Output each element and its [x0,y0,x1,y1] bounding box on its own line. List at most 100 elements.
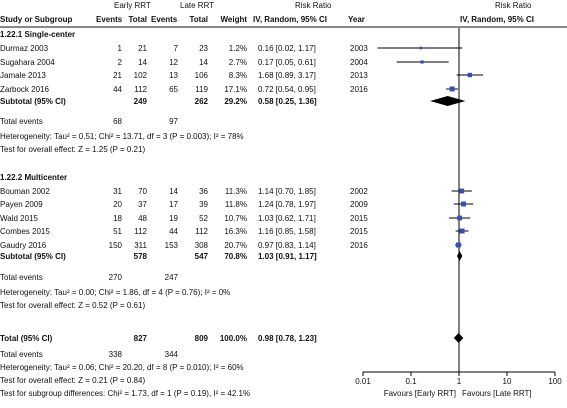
total-early: 14 [138,58,147,67]
weight-value: 16.3% [224,227,247,236]
summary-label: Subtotal (95% CI) [0,252,66,261]
events-early: 51 [113,227,122,236]
total-events-early: 68 [113,117,122,126]
study-year: 2002 [350,187,368,196]
study-name: Payen 2009 [0,200,43,209]
study-year: 2009 [350,200,368,209]
study-year: 2004 [350,58,368,67]
study-marker [459,228,465,234]
total-events-label: Total events [0,350,43,359]
header-events-late: Events [151,15,178,24]
header-method-right: IV, Random, 95% CI [460,15,534,24]
summary-diamond [457,251,463,261]
heterogeneity-text: Heterogeneity: Tau² = 0.51; Chi² = 13.71… [0,132,244,141]
total-events-early: 338 [109,350,123,359]
risk-ratio-ci: 0.16 [0.02, 1.17] [258,44,316,53]
total-late: 36 [199,187,208,196]
events-late: 65 [169,85,178,94]
events-early: 31 [113,187,122,196]
header-events-early: Events [96,15,123,24]
risk-ratio-ci: 1.68 [0.89, 3.17] [258,71,316,80]
study-marker [467,72,473,78]
total-late: 112 [195,227,208,236]
events-early: 2 [118,58,123,67]
total-events-late: 344 [165,350,179,359]
study-marker [457,215,463,221]
study-marker [461,201,466,207]
events-early: 20 [113,200,122,209]
summary-total-early: 827 [134,334,148,343]
axis-tick-label: 1 [457,377,462,386]
study-year: 2015 [350,227,368,236]
risk-ratio-ci: 1.03 [0.62, 1.71] [258,214,316,223]
subgroup-differences-text: Test for subgroup differences: Chi² = 1.… [0,389,250,398]
weight-value: 1.2% [229,44,247,53]
study-year: 2015 [350,214,368,223]
risk-ratio-ci: 1.16 [0.85, 1.58] [258,227,316,236]
table-rows: 1.22.1 Single-center Durmaz 2003 1 2 1 7 23 1.2… [0,30,368,398]
total-early: 112 [134,227,147,236]
study-year: 2003 [350,44,368,53]
risk-ratio-ci: 1.14 [0.70, 1.85] [258,187,316,196]
events-late: 17 [169,200,178,209]
total-early: 21 [138,44,147,53]
events-late: 14 [169,187,178,196]
events-early: 21 [113,71,122,80]
total-late: 119 [195,85,208,94]
total-late: 52 [199,214,208,223]
total-events-late: 247 [165,273,179,282]
study-name: Wald 2015 [0,214,39,223]
study-marker [449,86,455,92]
total-late: 14 [199,58,208,67]
study-year: 2016 [350,241,368,250]
events-late: 12 [169,58,178,67]
summary-ci: 1.03 [0.91, 1.17] [258,252,317,261]
axis-tick-label: 0.1 [405,377,417,386]
header-risk-ratio-left: Risk Ratio [295,1,332,10]
summary-diamond [430,96,466,106]
study-name: Zarbock 2016 [0,85,49,94]
weight-value: 20.7% [224,241,247,250]
axis-tick-label: 100 [548,377,562,386]
summary-total-late: 547 [195,252,209,261]
risk-ratio-ci: 0.17 [0.05, 0.61] [258,58,316,67]
header-total-early: Total [128,15,147,24]
total-late: 23 [199,44,208,53]
total-early: 102 [134,71,148,80]
study-name: Durmaz 2003 [0,44,49,53]
events-late: 44 [169,227,178,236]
weight-value: 2.7% [229,58,247,67]
weight-value: 17.1% [224,85,247,94]
risk-ratio-ci: 0.72 [0.54, 0.95] [258,85,316,94]
weight-value: 8.3% [229,71,247,80]
x-axis: 0.01 0.1 1 10 100 Favours [Early RRT] Favours … [355,28,562,398]
study-name: Jamale 2013 [0,71,46,80]
study-year: 2016 [350,85,368,94]
subgroup-label: 1.22.1 Single-center [0,30,75,39]
events-early: 18 [113,214,122,223]
summary-ci: 0.58 [0.25, 1.36] [258,97,317,106]
plot-marks [377,46,484,343]
subgroup-label: 1.22.2 Multicenter [0,173,67,182]
overall-effect-text: Test for overall effect: Z = 0.52 (P = 0… [0,301,145,310]
study-marker [459,188,465,194]
total-late: 106 [195,71,209,80]
study-name: Combes 2015 [0,227,50,236]
total-early: 311 [134,241,147,250]
total-events-label: Total events [0,117,43,126]
heterogeneity-text: Heterogeneity: Tau² = 0.06; Chi² = 20.20… [0,363,244,372]
events-early: 44 [113,85,122,94]
overall-effect-text: Test for overall effect: Z = 1.25 (P = 0… [0,145,145,154]
total-late: 308 [195,241,209,250]
weight-value: 10.7% [224,214,247,223]
favours-right-label: Favours [Late RRT] [462,389,532,398]
events-late: 7 [174,44,179,53]
total-early: 48 [138,214,147,223]
total-late: 39 [199,200,208,209]
events-late: 13 [169,71,178,80]
summary-weight: 100.0% [220,334,247,343]
heterogeneity-text: Heterogeneity: Tau² = 0.00; Chi² = 1.86,… [0,288,230,297]
overall-effect-text: Test for overall effect: Z = 0.21 (P = 0… [0,376,145,385]
summary-label: Subtotal (95% CI) [0,97,66,106]
